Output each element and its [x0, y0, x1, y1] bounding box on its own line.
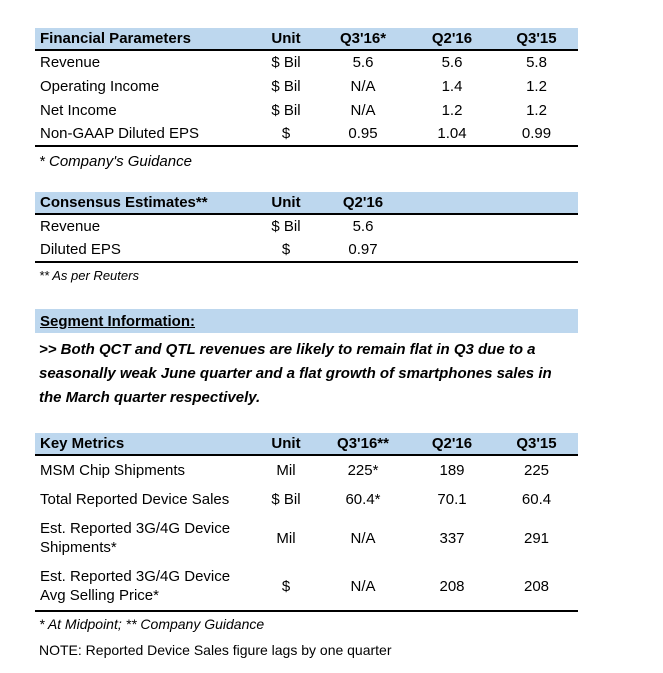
- cell-q2-16: 5.6: [441, 54, 463, 71]
- cell-unit: $ Bil: [271, 101, 301, 119]
- table-row-est-device-avg-selling-price: Est. Reported 3G/4G Device Avg Selling P…: [35, 562, 578, 612]
- consensus-estimates-header-row: Consensus Estimates** Unit Q2'16: [35, 192, 578, 215]
- row-label: Net Income: [40, 101, 117, 119]
- row-label: Non-GAAP Diluted EPS: [35, 122, 255, 147]
- row-label: Operating Income: [40, 77, 160, 95]
- cell-empty: [409, 238, 495, 263]
- cell-q3-16: 60.4*: [345, 491, 381, 508]
- cell-q2-16: 1.04: [409, 122, 495, 147]
- cell-q2-16: 208: [409, 562, 495, 612]
- table-row-net-income: Net Income $ Bil N/A 1.2 1.2: [35, 98, 578, 122]
- row-label: Diluted EPS: [35, 238, 255, 263]
- cell-q3-15: 0.99: [495, 122, 578, 147]
- financial-parameters-footnote: * Company's Guidance: [39, 153, 192, 170]
- cell-q3-15: 225: [523, 462, 550, 479]
- cell-q3-16: N/A: [350, 101, 376, 119]
- cell-q3-15: 208: [495, 562, 578, 612]
- cell-q2-16: 1.2: [441, 101, 463, 119]
- cell-q2-16: 189: [439, 462, 465, 479]
- column-header-empty: [409, 192, 495, 215]
- cell-q3-16: N/A: [350, 77, 376, 95]
- column-header-unit: Unit: [255, 28, 317, 51]
- key-metrics-footnote: * At Midpoint; ** Company Guidance: [39, 616, 265, 632]
- column-header-q3-15: Q3'15: [495, 433, 578, 456]
- column-header-consensus-estimates: Consensus Estimates**: [35, 192, 255, 215]
- table-row-msm-chip-shipments: MSM Chip Shipments Mil 225* 189 225: [35, 455, 578, 485]
- column-header-key-metrics: Key Metrics: [35, 433, 255, 456]
- cell-q2-16: 1.4: [441, 77, 463, 95]
- table-row-operating-income: Operating Income $ Bil N/A 1.4 1.2: [35, 74, 578, 98]
- cell-q3-16: 0.95: [317, 122, 409, 147]
- segment-commentary-line: >> Both QCT and QTL revenues are likely …: [39, 341, 536, 358]
- cell-q3-16: N/A: [350, 529, 376, 547]
- cell-unit: $ Bil: [271, 77, 301, 95]
- cell-unit: Mil: [276, 529, 296, 547]
- row-label: Est. Reported 3G/4G Device Avg Selling P…: [35, 562, 255, 612]
- cell-empty: [495, 238, 578, 263]
- column-header-unit: Unit: [255, 192, 317, 215]
- column-header-q2-16: Q2'16: [409, 433, 495, 456]
- row-label: Revenue: [40, 54, 101, 71]
- cell-unit: $: [255, 122, 317, 147]
- cell-q2-16: 337: [439, 529, 465, 547]
- table-row-est-device-shipments: Est. Reported 3G/4G Device Shipments* Mi…: [35, 514, 578, 562]
- column-header-q2-16: Q2'16: [317, 192, 409, 215]
- row-label: Revenue: [40, 218, 101, 235]
- table-row-diluted-eps: Diluted EPS $ 0.97: [35, 238, 578, 263]
- row-label: Total Reported Device Sales: [40, 491, 230, 508]
- cell-q3-15: 291: [523, 529, 550, 547]
- segment-commentary: >> Both QCT and QTL revenues are likely …: [39, 338, 578, 410]
- cell-q2-16: 70.1: [437, 491, 467, 508]
- consensus-estimates-table: Consensus Estimates** Unit Q2'16 Revenue…: [35, 192, 578, 263]
- financial-parameters-table: Financial Parameters Unit Q3'16* Q2'16 Q…: [35, 28, 578, 147]
- cell-unit: $ Bil: [271, 54, 301, 71]
- row-label: Est. Reported 3G/4G Device Shipments*: [40, 520, 231, 556]
- cell-q2-16: 5.6: [352, 218, 374, 235]
- cell-empty: [495, 214, 578, 238]
- cell-q3-15: 1.2: [526, 101, 547, 119]
- key-metrics-note: NOTE: Reported Device Sales figure lags …: [39, 642, 392, 658]
- column-header-q3-16: Q3'16*: [317, 28, 409, 51]
- segment-information-header: Segment Information:: [35, 309, 578, 333]
- cell-q3-16: 5.6: [352, 54, 374, 71]
- cell-unit: $ Bil: [271, 218, 301, 235]
- segment-commentary-line: seasonally weak June quarter and a flat …: [39, 365, 552, 382]
- cell-q3-16: 225*: [347, 462, 379, 479]
- cell-q3-15: 1.2: [526, 77, 547, 95]
- segment-information-title: Segment Information:: [40, 312, 196, 330]
- table-row-total-reported-device-sales: Total Reported Device Sales $ Bil 60.4* …: [35, 485, 578, 514]
- table-row-revenue: Revenue $ Bil 5.6 5.6 5.8: [35, 50, 578, 74]
- column-header-empty: [495, 192, 578, 215]
- cell-q2-16: 0.97: [317, 238, 409, 263]
- cell-q3-15: 60.4: [521, 491, 552, 508]
- cell-unit: $: [255, 562, 317, 612]
- column-header-q2-16: Q2'16: [409, 28, 495, 51]
- row-label: MSM Chip Shipments: [40, 462, 186, 479]
- financial-parameters-header-row: Financial Parameters Unit Q3'16* Q2'16 Q…: [35, 28, 578, 51]
- key-metrics-table: Key Metrics Unit Q3'16** Q2'16 Q3'15 MSM…: [35, 433, 578, 612]
- segment-commentary-line: the March quarter respectively.: [39, 389, 261, 406]
- cell-q3-15: 5.8: [526, 54, 547, 71]
- cell-unit: $ Bil: [271, 491, 301, 508]
- column-header-financial-parameters: Financial Parameters: [35, 28, 255, 51]
- column-header-q3-16: Q3'16**: [317, 433, 409, 456]
- cell-empty: [409, 214, 495, 238]
- cell-q3-16: N/A: [317, 562, 409, 612]
- cell-unit: $: [255, 238, 317, 263]
- column-header-unit: Unit: [255, 433, 317, 456]
- table-row-revenue: Revenue $ Bil 5.6: [35, 214, 578, 238]
- table-row-non-gaap-diluted-eps: Non-GAAP Diluted EPS $ 0.95 1.04 0.99: [35, 122, 578, 147]
- column-header-q3-15: Q3'15: [495, 28, 578, 51]
- report-content: Financial Parameters Unit Q3'16* Q2'16 Q…: [35, 28, 578, 658]
- consensus-estimates-footnote: ** As per Reuters: [39, 268, 139, 283]
- cell-unit: Mil: [276, 462, 296, 479]
- key-metrics-header-row: Key Metrics Unit Q3'16** Q2'16 Q3'15: [35, 433, 578, 456]
